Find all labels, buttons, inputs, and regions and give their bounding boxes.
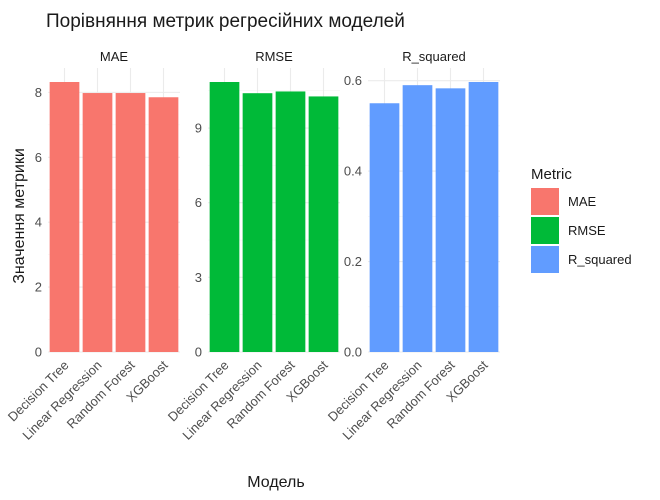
y-tick-label: 0 xyxy=(35,345,42,360)
bar-r-squared-1 xyxy=(402,85,433,352)
bar-mae-1 xyxy=(82,93,113,352)
legend: Metric MAE RMSE R_squared xyxy=(531,166,632,273)
bar-rmse-0 xyxy=(209,82,240,352)
bar-rmse-3 xyxy=(308,96,339,352)
y-tick-label: 9 xyxy=(195,121,202,136)
legend-label: MAE xyxy=(568,194,597,209)
y-tick-label: 4 xyxy=(35,215,42,230)
legend-key-r-squared xyxy=(531,246,559,273)
chart-title: Порівняння метрик регресійних моделей xyxy=(46,11,405,32)
bar-r-squared-2 xyxy=(435,88,466,352)
x-axis-title: Модель xyxy=(247,474,304,491)
y-tick-label: 6 xyxy=(195,195,202,210)
bar-mae-2 xyxy=(115,93,146,352)
bar-r-squared-3 xyxy=(468,82,499,352)
bar-r-squared-0 xyxy=(369,103,400,352)
facet-strip-label: MAE xyxy=(100,49,129,64)
y-tick-label: 0 xyxy=(195,345,202,360)
facet-strip-label: R_squared xyxy=(402,49,466,64)
bar-rmse-1 xyxy=(242,93,273,353)
y-axis-title: Значення метрики xyxy=(11,148,28,284)
y-tick-label: 8 xyxy=(35,85,42,100)
facet-strip-label: RMSE xyxy=(255,49,293,64)
bar-mae-0 xyxy=(49,82,80,352)
legend-key-rmse xyxy=(531,217,559,244)
y-tick-label: 3 xyxy=(195,270,202,285)
y-tick-label: 0.6 xyxy=(344,73,362,88)
legend-label: R_squared xyxy=(568,252,632,267)
legend-label: RMSE xyxy=(568,223,606,238)
bar-rmse-2 xyxy=(275,91,306,352)
legend-key-mae xyxy=(531,188,559,215)
bar-mae-3 xyxy=(148,97,179,352)
y-tick-label: 0.0 xyxy=(344,345,362,360)
y-tick-label: 2 xyxy=(35,280,42,295)
y-tick-label: 0.2 xyxy=(344,254,362,269)
y-tick-label: 6 xyxy=(35,150,42,165)
legend-title: Metric xyxy=(531,166,572,183)
y-tick-label: 0.4 xyxy=(344,164,362,179)
